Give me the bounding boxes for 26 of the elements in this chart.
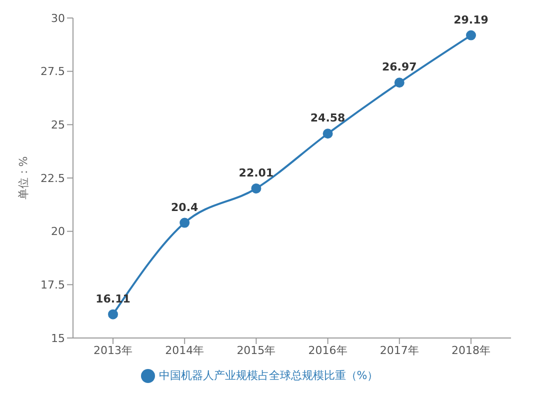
y-tick-label: 25 bbox=[51, 118, 65, 132]
y-tick-label: 22.5 bbox=[40, 172, 65, 185]
x-tick-label: 2015年 bbox=[236, 344, 276, 357]
data-label: 26.97 bbox=[382, 60, 417, 74]
y-axis-title: 单位：% bbox=[16, 156, 30, 200]
legend-label: 中国机器人产业规模占全球总规模比重（%） bbox=[158, 369, 378, 382]
point bbox=[466, 30, 476, 40]
y-tick-label: 17.5 bbox=[40, 278, 65, 292]
data-label: 29.19 bbox=[454, 13, 488, 26]
point bbox=[108, 309, 118, 320]
x-tick-label: 2017年 bbox=[380, 344, 419, 357]
x-tick-label: 2016年 bbox=[308, 344, 348, 357]
point bbox=[322, 128, 333, 139]
x-tick-label: 2014年 bbox=[165, 344, 204, 357]
data-label: 20.4 bbox=[171, 200, 199, 214]
point bbox=[180, 218, 190, 228]
x-tick-label: 2013年 bbox=[94, 344, 132, 357]
point bbox=[394, 78, 404, 88]
data-label: 24.58 bbox=[310, 112, 346, 125]
y-tick-label: 30 bbox=[51, 12, 65, 25]
y-tick-label: 27.5 bbox=[40, 65, 65, 78]
x-tick-label: 2018年 bbox=[452, 344, 490, 357]
data-label: 22.01 bbox=[238, 166, 274, 180]
point bbox=[251, 183, 262, 194]
y-tick-label: 20 bbox=[51, 225, 65, 238]
y-tick-label: 15 bbox=[51, 332, 65, 345]
